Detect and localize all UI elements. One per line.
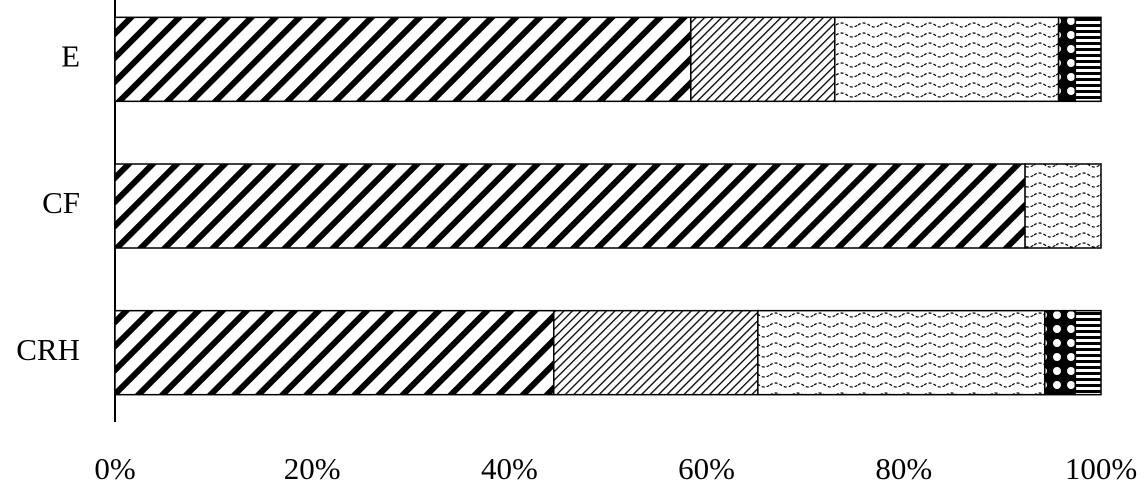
bar-segment xyxy=(1074,309,1102,396)
bar-segment xyxy=(690,16,836,103)
y-tick-label: CRH xyxy=(16,332,80,367)
bar-segment xyxy=(1024,163,1102,249)
bar-segment xyxy=(114,309,555,396)
bar-segment xyxy=(114,16,692,103)
bar-segment xyxy=(1074,16,1102,103)
x-tick-label: 20% xyxy=(284,451,341,486)
bar-segment xyxy=(757,309,1046,396)
bar-segment xyxy=(1044,309,1077,396)
x-tick-label: 100% xyxy=(1065,451,1137,486)
bar-segment xyxy=(834,16,1060,103)
bar-segment xyxy=(1057,16,1077,103)
bar-segment xyxy=(114,163,1026,249)
x-tick-label: 80% xyxy=(875,451,932,486)
x-tick-label: 60% xyxy=(678,451,735,486)
y-tick-label: CF xyxy=(42,185,80,220)
bar-segment xyxy=(553,309,759,396)
x-tick-label: 0% xyxy=(94,451,135,486)
y-tick-label: E xyxy=(61,38,80,73)
x-tick-label: 40% xyxy=(481,451,538,486)
